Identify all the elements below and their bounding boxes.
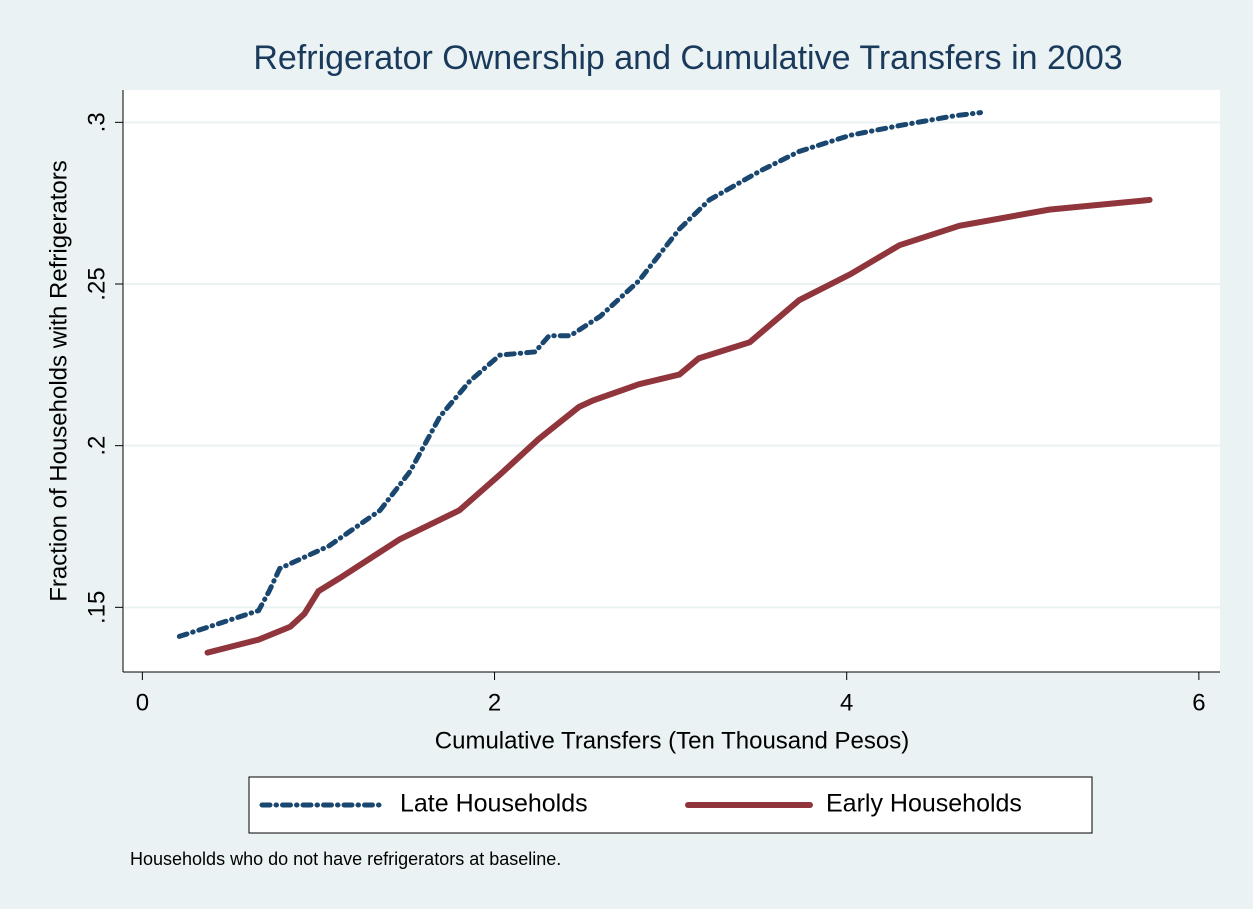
- legend-label: Late Households: [400, 790, 588, 818]
- legend: [248, 776, 1093, 834]
- note: Households who do not have refrigerators…: [130, 849, 561, 869]
- series-line: [176, 110, 984, 639]
- x-tick-label: 6: [1192, 689, 1205, 716]
- chart-title: Refrigerator Ownership and Cumulative Tr…: [253, 39, 1122, 77]
- plot-area: [123, 90, 1220, 672]
- y-tick-label: .3: [83, 112, 110, 132]
- y-tick-label: .15: [83, 591, 110, 624]
- x-axis-label: Cumulative Transfers (Ten Thousand Pesos…: [435, 727, 909, 754]
- y-tick-label: .2: [83, 436, 110, 456]
- x-tick-label: 2: [488, 689, 501, 716]
- legend-label: Early Households: [826, 790, 1022, 818]
- y-tick-label: .25: [83, 267, 110, 300]
- series-line: [204, 196, 1153, 656]
- x-tick-label: 0: [136, 689, 149, 716]
- y-axis-label: Fraction of Households with Refrigerator…: [45, 160, 72, 602]
- x-tick-label: 4: [840, 689, 853, 716]
